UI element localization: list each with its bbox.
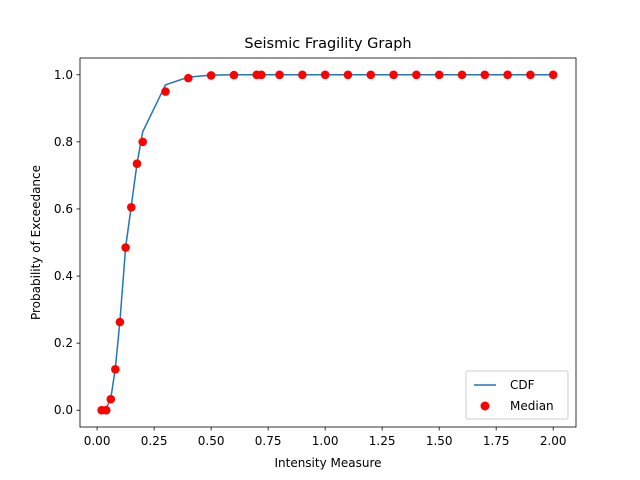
x-tick-label: 1.25 bbox=[369, 434, 396, 448]
x-tick-label: 0.50 bbox=[198, 434, 225, 448]
x-tick-label: 2.00 bbox=[540, 434, 567, 448]
median-point bbox=[298, 70, 307, 80]
median-point bbox=[121, 243, 130, 252]
x-axis-label: Intensity Measure bbox=[274, 456, 381, 470]
y-tick-label: 1.0 bbox=[54, 68, 73, 82]
y-tick-label: 0.2 bbox=[54, 336, 73, 350]
legend-cdf-label: CDF bbox=[510, 378, 535, 392]
median-point bbox=[320, 70, 330, 80]
median-point bbox=[343, 70, 353, 80]
y-tick-label: 0.0 bbox=[54, 403, 73, 417]
median-point bbox=[106, 394, 116, 404]
x-tick-label: 1.00 bbox=[312, 434, 339, 448]
median-point bbox=[275, 70, 284, 80]
y-tick-label: 0.6 bbox=[54, 202, 73, 216]
axes-frame bbox=[79, 57, 577, 428]
median-point bbox=[526, 70, 535, 80]
legend-box bbox=[465, 370, 569, 420]
legend-median-swatch bbox=[480, 401, 490, 411]
x-tick-label: 0.25 bbox=[141, 434, 168, 448]
median-point bbox=[132, 159, 142, 168]
x-axis-ticks: 0.00 0.25 0.50 0.75 1.00 1.25 1.50 1.75 2.00 bbox=[84, 427, 567, 448]
median-point bbox=[503, 70, 512, 80]
median-point bbox=[206, 71, 216, 80]
median-point bbox=[412, 70, 421, 80]
median-point bbox=[457, 70, 467, 80]
legend-median-label: Median bbox=[510, 399, 554, 413]
chart-title: Seismic Fragility Graph bbox=[244, 36, 411, 52]
legend: CDF Median bbox=[465, 370, 569, 420]
median-point bbox=[138, 137, 148, 147]
x-tick-label: 1.50 bbox=[426, 434, 453, 448]
median-point bbox=[184, 73, 193, 83]
y-tick-label: 0.4 bbox=[54, 269, 73, 283]
median-point bbox=[127, 202, 136, 212]
x-tick-label: 0.00 bbox=[84, 434, 111, 448]
median-series bbox=[97, 70, 558, 415]
median-point bbox=[548, 70, 558, 80]
y-tick-label: 0.8 bbox=[54, 135, 73, 149]
x-tick-label: 0.75 bbox=[255, 434, 282, 448]
median-point bbox=[115, 317, 125, 327]
median-point bbox=[366, 70, 376, 80]
plot-area bbox=[97, 70, 558, 415]
median-point bbox=[161, 87, 170, 96]
y-axis-label: Probability of Exceedance bbox=[29, 165, 43, 320]
median-point bbox=[434, 70, 444, 80]
y-axis-ticks: 0.0 0.2 0.4 0.6 0.8 1.0 bbox=[54, 68, 80, 417]
median-point bbox=[101, 405, 111, 415]
median-point bbox=[480, 70, 490, 80]
x-tick-label: 1.75 bbox=[483, 434, 510, 448]
median-point bbox=[256, 70, 266, 80]
median-point bbox=[111, 365, 120, 374]
median-point bbox=[229, 70, 239, 80]
median-point bbox=[389, 70, 398, 80]
